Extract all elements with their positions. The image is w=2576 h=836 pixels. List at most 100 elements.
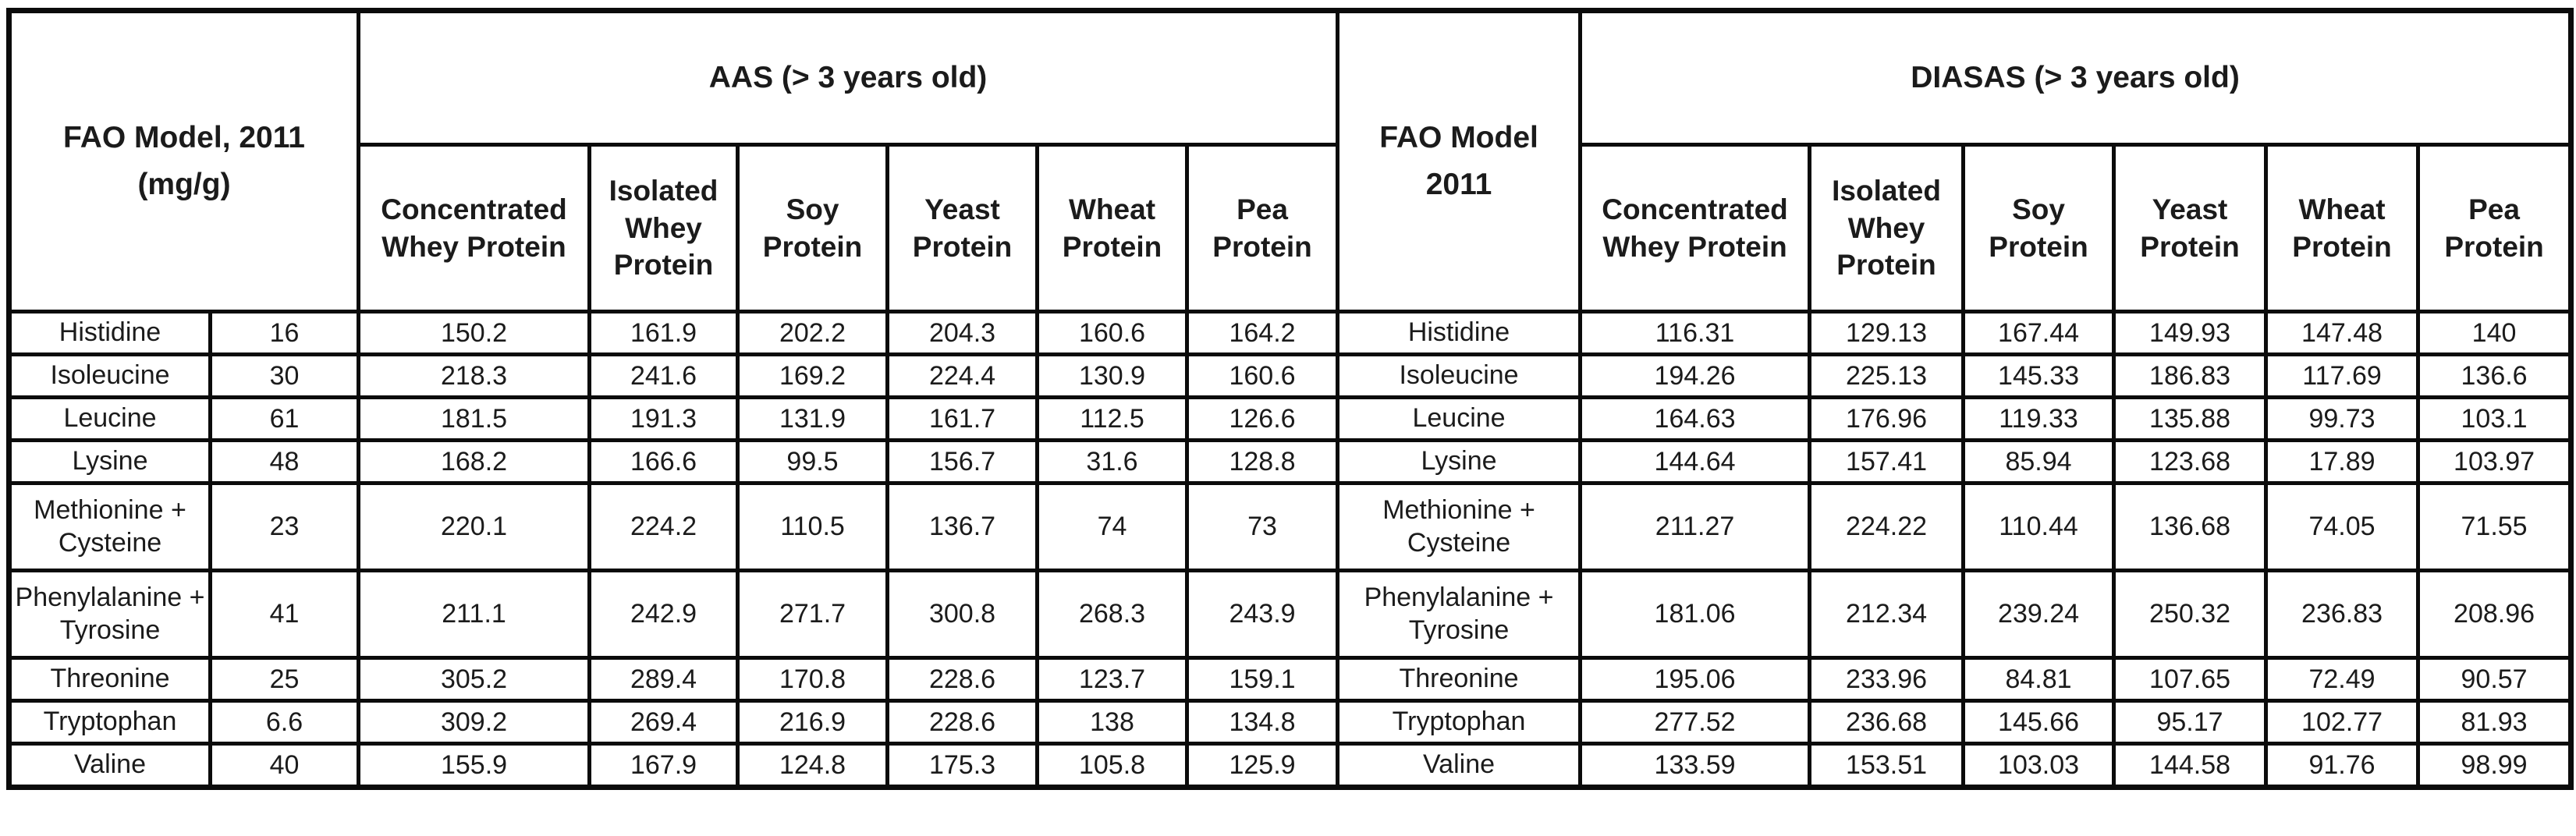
diasas-value-cell: 123.68 [2112, 438, 2269, 485]
diasas-value-cell: 145.66 [1961, 699, 2117, 746]
aas-protein-column-header: Soy Protein [736, 143, 890, 314]
aas-value-cell: 204.3 [885, 310, 1040, 356]
table-row: Lysine 48 168.2 166.6 99.5 156.7 31.6 12… [7, 438, 2574, 485]
aas-value-cell: 268.3 [1035, 569, 1190, 660]
diasas-value-cell: 140 [2416, 310, 2574, 356]
diasas-value-cell: 211.27 [1578, 481, 1812, 572]
amino-acid-label-mid: Histidine [1336, 310, 1583, 356]
diasas-protein-column-header: Pea Protein [2416, 143, 2574, 314]
diasas-value-cell: 250.32 [2112, 569, 2269, 660]
fao-model-header-left: FAO Model, 2011 (mg/g) [6, 9, 361, 314]
aas-protein-column-header: Yeast Protein [885, 143, 1040, 314]
amino-acid-label: Threonine [7, 656, 212, 703]
diasas-value-cell: 194.26 [1578, 352, 1812, 399]
header-row-proteins: Concentrated Whey Protein Isolated Whey … [9, 143, 2574, 314]
amino-acid-label: Leucine [7, 395, 212, 442]
aas-protein-column-header: Pea Protein [1185, 143, 1340, 314]
aas-value-cell: 242.9 [587, 569, 740, 660]
header-row-sections: FAO Model, 2011 (mg/g) AAS (> 3 years old… [6, 9, 2574, 314]
diasas-value-cell: 84.81 [1961, 656, 2117, 703]
aas-value-cell: 166.6 [587, 438, 740, 485]
aas-value-cell: 73 [1185, 481, 1340, 572]
amino-acid-label-mid: Isoleucine [1336, 352, 1583, 399]
diasas-value-cell: 129.13 [1808, 310, 1966, 356]
diasas-value-cell: 212.34 [1808, 569, 1966, 660]
diasas-value-cell: 85.94 [1961, 438, 2117, 485]
aas-protein-column-header: Wheat Protein [1035, 143, 1190, 314]
amino-acid-label: Isoleucine [7, 352, 212, 399]
diasas-section-header: DIASAS (> 3 years old) [1578, 9, 2574, 147]
amino-acid-label-mid: Lysine [1336, 438, 1583, 485]
amino-acid-label-mid: Methionine + Cysteine [1336, 481, 1583, 572]
diasas-value-cell: 71.55 [2416, 481, 2574, 572]
aas-value-cell: 125.9 [1185, 742, 1340, 789]
diasas-value-cell: 81.93 [2416, 699, 2574, 746]
diasas-value-cell: 164.63 [1578, 395, 1812, 442]
amino-acid-label: Phenylalanine + Tyrosine [7, 569, 212, 660]
amino-acid-label-mid: Tryptophan [1336, 699, 1583, 746]
aas-value-cell: 168.2 [357, 438, 592, 485]
diasas-value-cell: 74.05 [2264, 481, 2421, 572]
diasas-value-cell: 224.22 [1808, 481, 1966, 572]
fao-value-cell: 16 [208, 310, 361, 356]
amino-acid-label-mid: Threonine [1336, 656, 1583, 703]
aas-value-cell: 228.6 [885, 699, 1040, 746]
aas-value-cell: 269.4 [587, 699, 740, 746]
diasas-value-cell: 239.24 [1961, 569, 2117, 660]
fao-value-cell: 30 [208, 352, 361, 399]
diasas-value-cell: 208.96 [2416, 569, 2574, 660]
aas-value-cell: 112.5 [1035, 395, 1190, 442]
fao-value-cell: 41 [208, 569, 361, 660]
diasas-value-cell: 186.83 [2112, 352, 2269, 399]
fao-model-mid-line2: 2011 [1425, 168, 1492, 201]
aas-value-cell: 300.8 [885, 569, 1040, 660]
diasas-protein-column-header: Yeast Protein [2112, 143, 2269, 314]
aas-value-cell: 150.2 [357, 310, 592, 356]
aas-value-cell: 181.5 [357, 395, 592, 442]
diasas-value-cell: 116.31 [1578, 310, 1812, 356]
diasas-value-cell: 147.48 [2264, 310, 2421, 356]
diasas-value-cell: 195.06 [1578, 656, 1812, 703]
fao-value-cell: 48 [208, 438, 361, 485]
fao-model-header-mid: FAO Model 2011 [1336, 9, 1583, 314]
aas-value-cell: 167.9 [587, 742, 740, 789]
diasas-value-cell: 98.99 [2416, 742, 2574, 789]
aas-section-header: AAS (> 3 years old) [357, 9, 1340, 147]
aas-value-cell: 159.1 [1185, 656, 1340, 703]
diasas-value-cell: 176.96 [1808, 395, 1966, 442]
aas-value-cell: 224.4 [885, 352, 1040, 399]
aas-value-cell: 130.9 [1035, 352, 1190, 399]
diasas-protein-column-header: Soy Protein [1961, 143, 2117, 314]
aas-value-cell: 164.2 [1185, 310, 1340, 356]
fao-model-left-line2: (mg/g) [137, 168, 231, 201]
fao-value-cell: 61 [208, 395, 361, 442]
diasas-value-cell: 103.97 [2416, 438, 2574, 485]
diasas-value-cell: 236.83 [2264, 569, 2421, 660]
aas-value-cell: 161.9 [587, 310, 740, 356]
aas-value-cell: 74 [1035, 481, 1190, 572]
diasas-protein-column-header: Wheat Protein [2264, 143, 2421, 314]
aas-value-cell: 191.3 [587, 395, 740, 442]
diasas-value-cell: 233.96 [1808, 656, 1966, 703]
diasas-value-cell: 153.51 [1808, 742, 1966, 789]
aas-value-cell: 138 [1035, 699, 1190, 746]
aas-value-cell: 271.7 [736, 569, 890, 660]
diasas-value-cell: 107.65 [2112, 656, 2269, 703]
table-row: Tryptophan 6.6 309.2 269.4 216.9 228.6 1… [7, 699, 2574, 746]
aas-value-cell: 126.6 [1185, 395, 1340, 442]
diasas-value-cell: 167.44 [1961, 310, 2117, 356]
diasas-value-cell: 99.73 [2264, 395, 2421, 442]
aas-value-cell: 105.8 [1035, 742, 1190, 789]
aas-value-cell: 160.6 [1035, 310, 1190, 356]
table-row: Leucine 61 181.5 191.3 131.9 161.7 112.5… [7, 395, 2574, 442]
diasas-value-cell: 110.44 [1961, 481, 2117, 572]
aas-value-cell: 134.8 [1185, 699, 1340, 746]
diasas-value-cell: 277.52 [1578, 699, 1812, 746]
aas-value-cell: 228.6 [885, 656, 1040, 703]
diasas-value-cell: 119.33 [1961, 395, 2117, 442]
aas-value-cell: 128.8 [1185, 438, 1340, 485]
aas-value-cell: 305.2 [357, 656, 592, 703]
aas-value-cell: 123.7 [1035, 656, 1190, 703]
diasas-value-cell: 103.1 [2416, 395, 2574, 442]
diasas-value-cell: 144.64 [1578, 438, 1812, 485]
